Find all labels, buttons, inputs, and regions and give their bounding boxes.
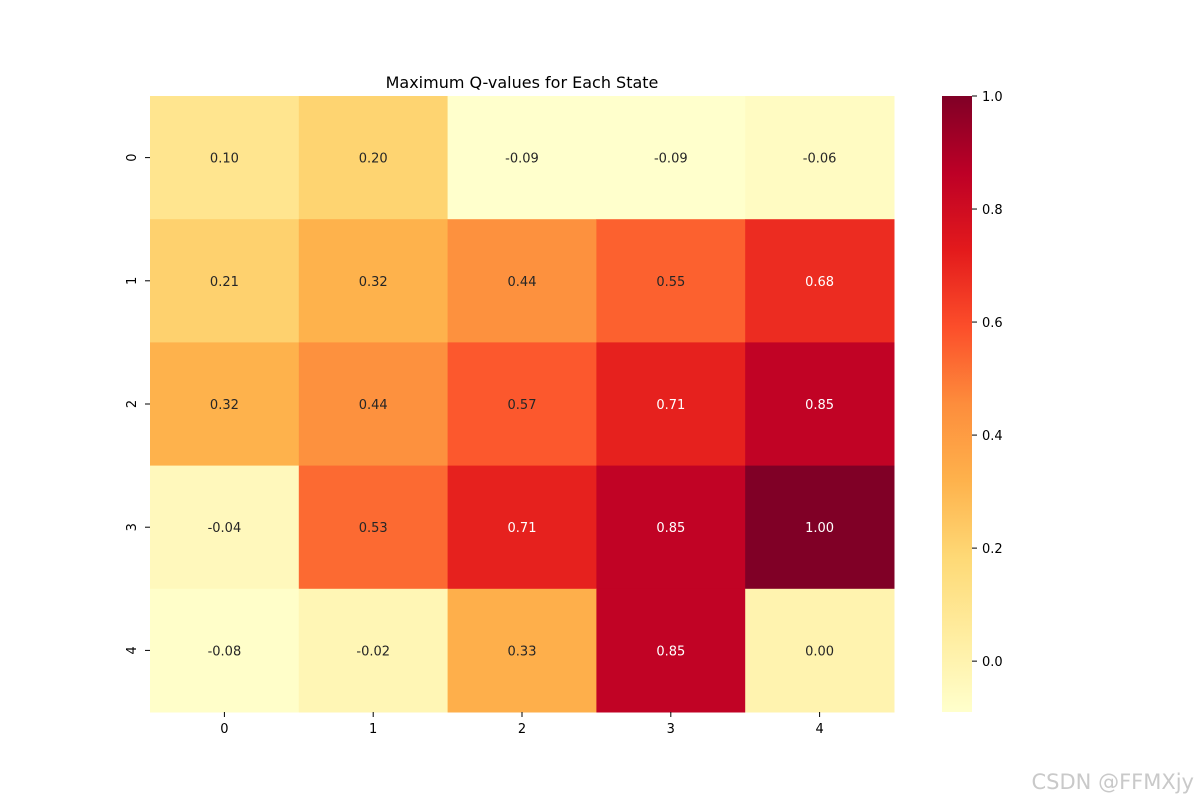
- cell-annotation: 0.85: [656, 521, 685, 536]
- watermark: CSDN @FFMXjy: [1031, 770, 1194, 794]
- colorbar-tick-label: 0.2: [982, 542, 1003, 557]
- cell-annotation: -0.02: [356, 644, 390, 659]
- heatmap-cell: [447, 342, 597, 467]
- heatmap-cell: [745, 96, 895, 220]
- cell-annotation: -0.04: [208, 521, 242, 536]
- heatmap-cell: [447, 219, 597, 343]
- colorbar-tick-label: 0.6: [982, 316, 1003, 331]
- cell-annotation: 1.00: [805, 521, 834, 536]
- cell-annotation: 0.20: [359, 152, 388, 167]
- cell-annotation: -0.06: [803, 152, 837, 167]
- cell-annotation: 0.53: [359, 521, 388, 536]
- heatmap-cell: [596, 219, 746, 343]
- cell-annotation: 0.00: [805, 644, 834, 659]
- heatmap-cell: [745, 219, 895, 343]
- heatmap-cell: [745, 588, 895, 713]
- x-tick-label: 4: [815, 722, 823, 737]
- x-tick-label: 2: [518, 722, 526, 737]
- heatmap-cell: [596, 96, 746, 220]
- cell-annotation: 0.10: [210, 152, 239, 167]
- x-tick-label: 3: [667, 722, 675, 737]
- cell-annotation: -0.09: [654, 152, 688, 167]
- chart-title: Maximum Q-values for Each State: [386, 73, 659, 92]
- cell-annotation: 0.32: [210, 398, 239, 413]
- colorbar-tick-label: 0.8: [982, 203, 1003, 218]
- cell-annotation: -0.08: [208, 644, 242, 659]
- cell-annotation: 0.71: [656, 398, 685, 413]
- cell-annotation: 0.33: [508, 644, 537, 659]
- colorbar-tick-label: 0.0: [982, 655, 1003, 670]
- cell-annotation: 0.85: [805, 398, 834, 413]
- colorbar-tick-label: 0.4: [982, 429, 1003, 444]
- heatmap-cell: [447, 588, 597, 713]
- heatmap-cell: [150, 342, 300, 467]
- cell-annotation: 0.44: [508, 275, 537, 290]
- cell-annotation: -0.09: [505, 152, 539, 167]
- x-tick-label: 0: [220, 722, 228, 737]
- cell-annotation: 0.71: [508, 521, 537, 536]
- heatmap-cell: [150, 588, 300, 713]
- heatmap-annotations: 0.10 0.20 -0.09 -0.09 -0.06 0.21 0.32 0.44 0.55 0…: [208, 152, 837, 660]
- cell-annotation: 0.21: [210, 275, 239, 290]
- colorbar-gradient: [942, 96, 972, 712]
- cell-annotation: 0.68: [805, 275, 834, 290]
- heatmap-cell: [150, 465, 300, 590]
- heatmap-cell: [150, 96, 300, 220]
- heatmap-cells: [150, 96, 895, 713]
- cell-annotation: 0.85: [656, 644, 685, 659]
- y-tick-label: 0: [125, 153, 140, 161]
- y-tick-label: 1: [125, 277, 140, 285]
- heatmap-cell: [596, 342, 746, 467]
- heatmap-cell: [596, 588, 746, 713]
- heatmap-cell: [745, 465, 895, 590]
- heatmap-cell: [745, 342, 895, 467]
- heatmap-cell: [150, 219, 300, 343]
- heatmap-cell: [298, 96, 449, 220]
- y-tick-label: 4: [125, 646, 140, 654]
- cell-annotation: 0.57: [508, 398, 537, 413]
- x-axis: 0 1 2 3 4: [220, 712, 824, 737]
- cell-annotation: 0.44: [359, 398, 388, 413]
- cell-annotation: 0.32: [359, 275, 388, 290]
- colorbar-tick-label: 1.0: [982, 90, 1003, 105]
- heatmap-cell: [298, 588, 449, 713]
- y-tick-label: 3: [125, 523, 140, 531]
- x-tick-label: 1: [369, 722, 377, 737]
- cell-annotation: 0.55: [656, 275, 685, 290]
- heatmap-cell: [298, 465, 449, 590]
- heatmap-cell: [298, 219, 449, 343]
- heatmap-cell: [447, 465, 597, 590]
- heatmap-cell: [298, 342, 449, 467]
- colorbar: 0.0 0.2 0.4 0.6 0.8 1.0: [942, 90, 1003, 712]
- heatmap-cell: [596, 465, 746, 590]
- y-tick-label: 2: [125, 400, 140, 408]
- heatmap-cell: [447, 96, 597, 220]
- y-axis: 0 1 2 3 4: [125, 153, 150, 655]
